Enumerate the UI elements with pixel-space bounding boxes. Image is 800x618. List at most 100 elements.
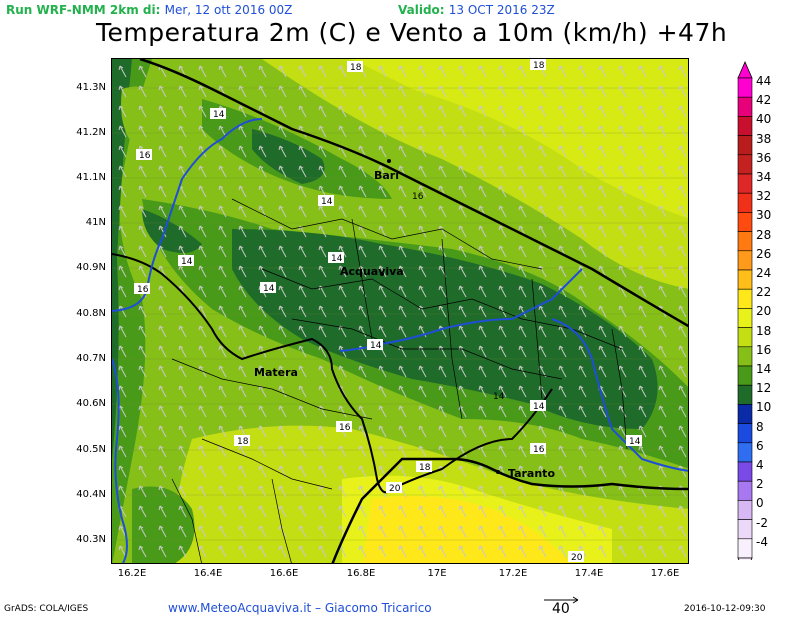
lat-label: 41.2N [76, 127, 106, 138]
valid-info: Valido: 13 OCT 2016 23Z [398, 3, 555, 17]
contour-label: 16 [412, 192, 424, 202]
lon-label: 17.6E [650, 568, 680, 579]
legend-label: 44 [756, 74, 772, 88]
lon-label: 17.4E [574, 568, 604, 579]
legend-label: 8 [756, 419, 764, 434]
contour-label: 18 [533, 61, 545, 71]
graticule [112, 87, 688, 541]
legend-swatch [737, 77, 753, 98]
contour-label: 14 [181, 257, 193, 267]
legend-label: 40 [756, 112, 772, 127]
contour-label: 20 [389, 484, 401, 494]
contour-label: 14 [321, 197, 333, 207]
legend-label: 20 [756, 304, 772, 319]
city-matera: Matera [254, 366, 298, 379]
legend-swatch [737, 308, 753, 328]
legend-swatch [737, 327, 753, 348]
lon-label: 16.4E [193, 568, 223, 579]
legend-swatch [737, 461, 753, 482]
temp-band-20-ne [352, 59, 688, 219]
legend-swatch [737, 231, 753, 252]
city-bari: Bari [374, 169, 399, 182]
lat-label: 41.3N [76, 82, 106, 93]
legend-label: 24 [756, 266, 772, 280]
legend-swatch [737, 250, 753, 271]
region-border [112, 253, 553, 494]
contour-label: 20 [571, 553, 583, 563]
legend-swatch [737, 346, 753, 367]
legend-label: 42 [756, 93, 772, 108]
coastline-ionian [331, 457, 688, 563]
lat-label: 40.3N [76, 534, 106, 545]
legend-label: 38 [756, 131, 772, 146]
legend-swatch [737, 404, 753, 424]
legend-swatch [737, 288, 753, 309]
temperature-map: Bari Acquaviva Matera Taranto 18 18 14 1… [111, 58, 689, 564]
run-label: Run WRF-NMM 2km di: [6, 3, 161, 17]
temperature-legend [734, 60, 796, 575]
legend-label: -2 [756, 515, 768, 530]
lat-label: 40.6N [76, 398, 106, 409]
lat-label: 41.1N [76, 172, 106, 183]
contour-label: 16 [139, 151, 151, 161]
legend-cap-bottom [737, 557, 753, 575]
lat-label: 40.9N [76, 262, 106, 273]
lat-label: 40.4N [76, 489, 106, 500]
legend-label: 28 [756, 227, 772, 242]
legend-label: 14 [756, 362, 772, 376]
legend-label: 22 [756, 285, 772, 300]
run-info: Run WRF-NMM 2km di: Mer, 12 ott 2016 00Z [6, 3, 292, 17]
footer-timestamp: 2016-10-12-09:30 [684, 604, 766, 614]
contour-label: 16 [339, 423, 351, 433]
temp-band-22-south [362, 495, 571, 563]
city-acquaviva: Acquaviva [340, 265, 404, 278]
lon-label: 17E [427, 568, 447, 579]
legend-label: -4 [756, 534, 768, 549]
city-dot-bari [387, 159, 391, 163]
contour-label: 14 [370, 341, 382, 351]
lon-label: 16.2E [117, 568, 147, 579]
legend-swatch [737, 269, 753, 290]
city-dot-taranto [496, 470, 500, 474]
contour-label: 14 [533, 402, 545, 412]
legend-swatch [737, 365, 753, 386]
run-date: Mer, 12 ott 2016 00Z [164, 3, 293, 17]
legend-swatch [737, 442, 753, 463]
map-title: Temperatura 2m (C) e Vento a 10m (km/h) … [96, 18, 728, 47]
contour-label: 16 [137, 285, 149, 295]
contour-label: 14 [263, 284, 275, 294]
valid-label: Valido: [398, 3, 445, 17]
city-taranto: Taranto [508, 467, 555, 480]
legend-label: 26 [756, 246, 772, 261]
legend-swatch [737, 96, 753, 117]
footer-credits-grads: GrADS: COLA/IGES [4, 604, 89, 614]
contour-label: 14 [213, 110, 225, 120]
lat-label: 40.5N [76, 444, 106, 455]
legend-label: 34 [756, 170, 772, 184]
legend-label: 12 [756, 381, 772, 396]
footer-website[interactable]: www.MeteoAcquaviva.it – Giacomo Tricaric… [168, 601, 432, 615]
temp-band-12-north [252, 129, 325, 184]
legend-swatch [737, 538, 753, 559]
legend-label: 0 [756, 496, 764, 511]
legend-swatch [737, 423, 753, 444]
legend-swatch [737, 135, 753, 156]
contour-label: 18 [350, 63, 362, 73]
legend-label: 10 [756, 400, 772, 415]
contour-label: 14 [629, 437, 641, 447]
legend-label: 16 [756, 342, 772, 357]
legend-swatch [737, 519, 753, 540]
temp-pocket-nw [121, 86, 167, 149]
legend-label: 4 [756, 458, 764, 472]
coastline-adriatic [139, 59, 688, 328]
legend-cap-top [737, 61, 753, 79]
lon-label: 16.8E [346, 568, 376, 579]
legend-label: 2 [756, 477, 764, 492]
lon-label: 16.6E [269, 568, 299, 579]
lat-label: 41N [85, 217, 106, 228]
legend-swatch [737, 173, 753, 194]
city-dot-acquaviva [380, 272, 384, 276]
contour-labels: 18 18 14 16 14 14 14 16 14 14 14 16 18 1… [134, 59, 642, 563]
legend-label: 18 [756, 323, 772, 338]
contour-label: 16 [533, 445, 545, 455]
